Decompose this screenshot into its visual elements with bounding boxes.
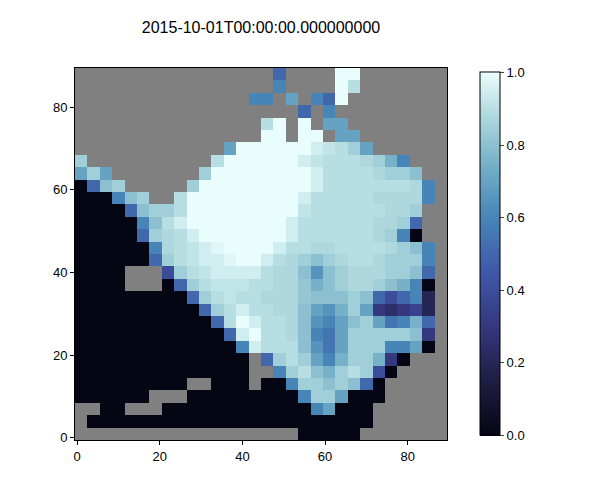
svg-text:40: 40 [235, 449, 249, 464]
svg-text:60: 60 [318, 449, 332, 464]
svg-text:0: 0 [73, 449, 80, 464]
svg-text:80: 80 [53, 100, 67, 115]
svg-text:2015-10-01T00:00:00.000000000: 2015-10-01T00:00:00.000000000 [142, 19, 381, 36]
svg-text:0.6: 0.6 [507, 210, 525, 225]
svg-text:60: 60 [53, 182, 67, 197]
svg-text:20: 20 [53, 348, 67, 363]
svg-text:0.4: 0.4 [507, 283, 525, 298]
svg-text:1.0: 1.0 [507, 65, 525, 80]
svg-text:40: 40 [53, 265, 67, 280]
svg-text:20: 20 [152, 449, 166, 464]
svg-text:80: 80 [400, 449, 414, 464]
svg-text:0.8: 0.8 [507, 138, 525, 153]
svg-text:0.2: 0.2 [507, 355, 525, 370]
svg-text:0.0: 0.0 [507, 428, 525, 443]
svg-text:0: 0 [60, 430, 67, 445]
